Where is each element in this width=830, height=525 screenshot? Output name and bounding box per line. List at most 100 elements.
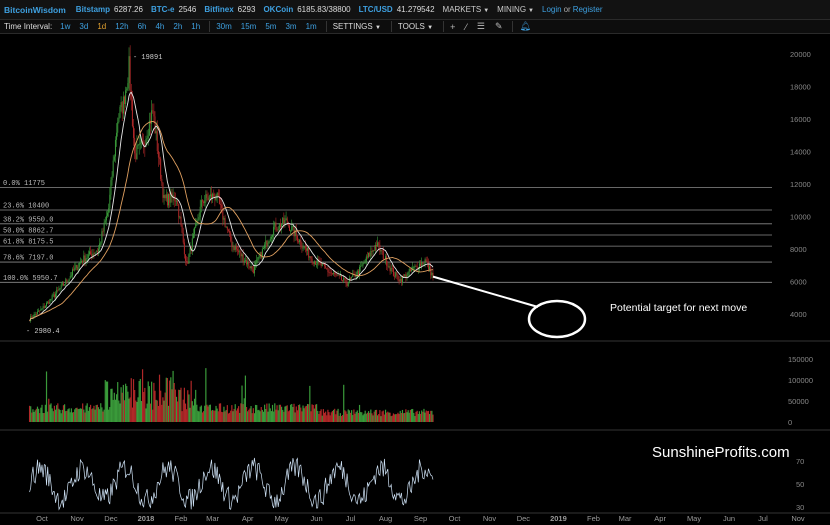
volume-bar — [225, 409, 227, 422]
candle-body — [126, 88, 128, 91]
volume-bar — [335, 414, 337, 422]
volume-tick-label: 100000 — [788, 376, 813, 385]
volume-bar — [89, 404, 92, 422]
candle-body — [165, 194, 167, 199]
volume-bar — [415, 411, 417, 422]
volume-bar — [212, 409, 214, 422]
ticker-btce[interactable]: BTC-e 2546 — [151, 5, 196, 14]
volume-bar — [418, 411, 421, 422]
ticker-price: 2546 — [178, 5, 197, 14]
volume-bar — [121, 392, 123, 422]
candle-body — [192, 233, 194, 239]
interval-12h[interactable]: 12h — [115, 22, 129, 31]
candle-body — [272, 235, 274, 237]
volume-bar — [390, 416, 392, 422]
interval-4h[interactable]: 4h — [155, 22, 165, 31]
volume-bar — [99, 409, 101, 422]
ticker-ltcusd[interactable]: LTC/USD 41.279542 — [359, 5, 435, 14]
interval-1w[interactable]: 1w — [60, 22, 71, 31]
volume-bar — [77, 409, 79, 422]
tools-menu[interactable]: TOOLS ▼ — [398, 22, 433, 31]
volume-bar — [115, 394, 118, 422]
crosshair-icon[interactable]: + — [450, 21, 456, 32]
x-tick-label: Nov — [791, 514, 805, 523]
candle-body — [180, 216, 182, 226]
volume-bar — [84, 412, 86, 422]
volume-bar — [388, 412, 390, 422]
candle-body — [223, 218, 225, 220]
interval-6h[interactable]: 6h — [137, 22, 147, 31]
volume-bar — [257, 410, 259, 422]
volume-bar — [356, 410, 358, 422]
volume-bar — [137, 397, 139, 422]
line-draw-icon[interactable]: ⁄ — [465, 21, 467, 32]
candle-body — [380, 250, 382, 252]
candle-body — [56, 289, 58, 294]
candle-body — [87, 254, 89, 258]
candle-body — [108, 208, 110, 213]
interval-15m[interactable]: 15m — [240, 22, 257, 31]
candle-body — [429, 266, 431, 270]
volume-bar — [198, 411, 200, 422]
candle-body — [96, 251, 98, 253]
moving-average-long — [29, 120, 434, 322]
candle-body — [79, 261, 81, 263]
settings-menu[interactable]: SETTINGS ▼ — [333, 22, 381, 31]
volume-bar — [145, 408, 147, 422]
volume-bar — [349, 412, 352, 422]
fibonacci-icon[interactable]: ☰ — [476, 21, 485, 31]
interval-2h[interactable]: 2h — [173, 22, 183, 31]
interval-1h[interactable]: 1h — [191, 22, 201, 31]
candle-body — [76, 265, 78, 270]
volume-bar — [276, 405, 278, 422]
interval-1d[interactable]: 1d — [97, 22, 107, 31]
candle-body — [142, 141, 144, 143]
ticker-okcoin[interactable]: OKCoin 6185.83/38800 — [263, 5, 350, 14]
candle-body — [208, 196, 210, 201]
volume-bar — [230, 410, 232, 422]
register-link[interactable]: Register — [572, 5, 603, 14]
volume-bar — [339, 413, 341, 422]
pen-icon[interactable]: ✎ — [494, 21, 503, 31]
brand-logo[interactable]: BitcoinWisdom — [4, 4, 66, 15]
mining-menu[interactable]: MINING ▼ — [497, 5, 534, 14]
candle-body — [175, 200, 177, 202]
chart-labels: - 19891 - 2980.4 SunshineProfits.com — [26, 54, 790, 461]
volume-bar — [139, 378, 141, 422]
login-link[interactable]: Login — [542, 5, 562, 14]
alert-bell-icon[interactable]: 🔔︎ — [519, 21, 531, 31]
candle-body — [205, 194, 207, 201]
interval-3m[interactable]: 3m — [285, 22, 297, 31]
candle-body — [178, 203, 180, 218]
volume-bar — [303, 408, 305, 422]
volume-tick-label: 50000 — [788, 397, 809, 406]
candle-body — [425, 259, 427, 262]
interval-3d[interactable]: 3d — [79, 22, 89, 31]
candle-body — [143, 142, 145, 147]
volume-bar — [209, 404, 211, 422]
markets-menu[interactable]: MARKETS ▼ — [443, 5, 490, 14]
ticker-bitfinex[interactable]: Bitfinex 6293 — [204, 5, 255, 14]
volume-bar — [344, 410, 346, 422]
interval-30m[interactable]: 30m — [216, 22, 232, 31]
volume-bar — [94, 409, 96, 422]
volume-bar — [104, 380, 106, 422]
volume-bar — [92, 408, 94, 422]
candle-body — [285, 218, 287, 221]
volume-bar — [126, 386, 128, 422]
candle-body — [109, 194, 111, 209]
volume-bar — [179, 390, 181, 422]
interval-5m[interactable]: 5m — [265, 22, 277, 31]
volume-bar — [86, 403, 88, 422]
volume-bar — [157, 405, 159, 422]
candle-body — [151, 110, 153, 124]
interval-1m[interactable]: 1m — [305, 22, 317, 31]
volume-bar — [288, 410, 291, 422]
ticker-price: 6293 — [237, 5, 256, 14]
volume-bar — [250, 406, 252, 422]
candle-body — [107, 212, 109, 216]
volume-bar — [384, 409, 387, 422]
volume-bar — [426, 411, 428, 422]
ticker-bitstamp[interactable]: Bitstamp 6287.26 — [76, 5, 143, 14]
